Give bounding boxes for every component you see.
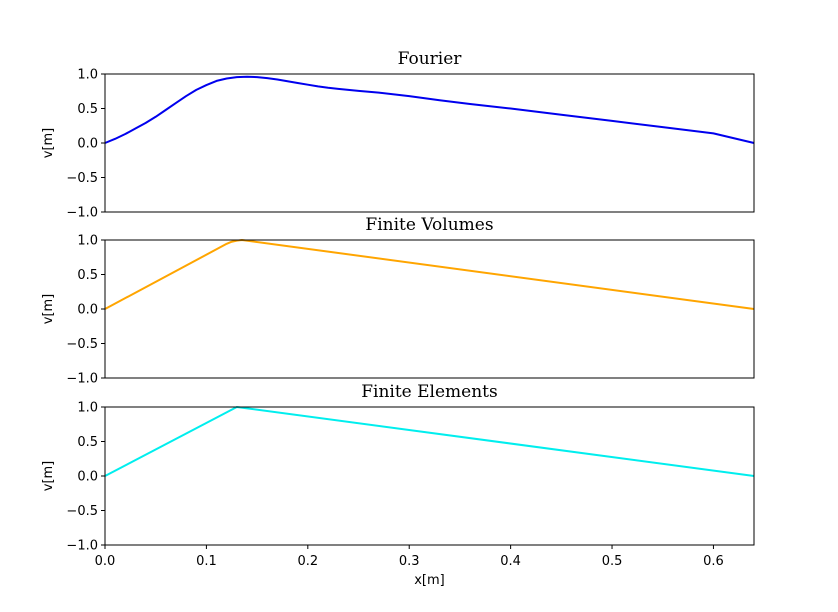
series-line — [104, 75, 755, 144]
series-line — [104, 239, 755, 310]
x-tick-label: 0.0 — [95, 554, 116, 569]
y-tick-label: −0.5 — [66, 171, 98, 186]
x-tick-label: 0.6 — [703, 554, 724, 569]
y-tick-label: 0.0 — [77, 303, 98, 318]
panel-finite-elements: Finite Elements v[m] x[m] −1.0 −0.5 0.0 0.5… — [41, 382, 755, 588]
x-tick-label: 0.3 — [399, 554, 420, 569]
y-tick-label: 1.0 — [77, 401, 98, 416]
x-tick-label: 0.1 — [196, 554, 217, 569]
y-tick-label: 0.5 — [77, 102, 98, 117]
y-tick-label: −1.0 — [66, 372, 98, 387]
ticks: −1.0 −0.5 0.0 0.5 1.0 — [66, 234, 105, 387]
y-tick-label: 0.0 — [77, 137, 98, 152]
panel-title: Fourier — [398, 49, 463, 69]
y-tick-label: 0.5 — [77, 268, 98, 283]
y-tick-label: 1.0 — [77, 68, 98, 83]
y-axis-label: v[m] — [41, 294, 56, 325]
y-tick-label: −1.0 — [66, 539, 98, 554]
y-axis-label: v[m] — [41, 128, 56, 159]
panel-title: Finite Volumes — [365, 215, 493, 235]
panel-finite-volumes: Finite Volumes v[m] −1.0 −0.5 0.0 0.5 1.0 — [41, 215, 755, 387]
panel-title: Finite Elements — [361, 382, 498, 402]
ticks: −1.0 −0.5 0.0 0.5 1.0 0.0 0.1 0.2 0.3 0.4 0.5 0.6 — [66, 401, 723, 570]
y-tick-label: −0.5 — [66, 504, 98, 519]
x-axis-label: x[m] — [414, 573, 445, 588]
ticks: −1.0 −0.5 0.0 0.5 1.0 — [66, 68, 105, 221]
y-tick-label: −0.5 — [66, 337, 98, 352]
panel-fourier: Fourier v[m] −1.0 −0.5 0.0 0.5 1.0 — [41, 49, 755, 221]
y-tick-label: 1.0 — [77, 234, 98, 249]
y-tick-label: 0.5 — [77, 435, 98, 450]
plot-area — [104, 75, 755, 144]
x-tick-label: 0.2 — [297, 554, 318, 569]
y-tick-label: 0.0 — [77, 470, 98, 485]
plot-area — [104, 239, 755, 310]
x-tick-label: 0.4 — [500, 554, 521, 569]
y-tick-label: −1.0 — [66, 206, 98, 221]
x-tick-label: 0.5 — [602, 554, 623, 569]
y-axis-label: v[m] — [41, 461, 56, 492]
